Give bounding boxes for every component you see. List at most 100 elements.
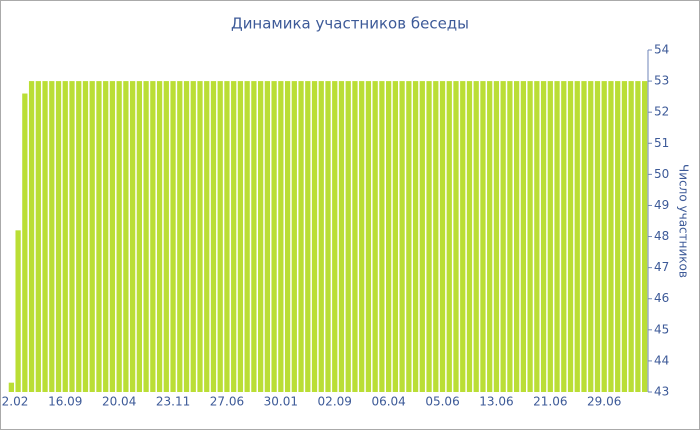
bar — [325, 81, 331, 392]
bar — [177, 81, 183, 392]
bar — [258, 81, 264, 392]
x-tick-label: 13.06 — [479, 395, 513, 409]
bar — [473, 81, 479, 392]
bar — [500, 81, 506, 392]
bar — [635, 81, 641, 392]
bar — [49, 81, 55, 392]
bar — [446, 81, 452, 392]
bar — [278, 81, 284, 392]
bar — [392, 81, 398, 392]
bar — [116, 81, 122, 392]
bar — [406, 81, 412, 392]
x-tick-label: 23.11 — [156, 395, 190, 409]
bar — [615, 81, 621, 392]
bar — [298, 81, 304, 392]
bar — [412, 81, 419, 392]
bar — [379, 81, 385, 392]
bar — [527, 81, 533, 392]
y-tick-label: 46 — [654, 291, 669, 305]
bar — [439, 81, 446, 392]
x-tick-label: 20.04 — [102, 395, 136, 409]
bar — [487, 81, 493, 392]
bar — [42, 81, 48, 392]
bar — [251, 81, 257, 392]
bar — [210, 81, 217, 392]
y-tick-label: 49 — [654, 198, 669, 212]
bar — [291, 81, 297, 392]
bar — [338, 81, 345, 392]
bar — [352, 81, 358, 392]
bar — [163, 81, 169, 392]
bar — [359, 81, 365, 392]
bar — [567, 81, 574, 392]
bar — [15, 230, 21, 392]
bar — [69, 81, 75, 392]
y-tick-label: 44 — [654, 353, 669, 367]
bar — [35, 81, 41, 392]
bar — [109, 81, 116, 392]
x-tick-label: 02.09 — [318, 395, 352, 409]
bar — [399, 81, 405, 392]
x-tick-label: 27.06 — [210, 395, 244, 409]
x-tick-label: 06.04 — [371, 395, 405, 409]
x-tick-label: 16.09 — [48, 395, 82, 409]
bar — [507, 81, 513, 392]
bar — [453, 81, 459, 392]
bar — [426, 81, 432, 392]
bar — [332, 81, 338, 392]
bar — [372, 81, 378, 392]
bar — [480, 81, 486, 392]
y-tick-label: 52 — [654, 105, 669, 119]
bar — [520, 81, 526, 392]
bar — [561, 81, 567, 392]
bar — [305, 81, 311, 392]
bar — [554, 81, 560, 392]
bar — [284, 81, 291, 392]
bar — [493, 81, 500, 392]
bar — [419, 81, 425, 392]
bar — [608, 81, 614, 392]
x-tick-label: 21.06 — [533, 395, 567, 409]
bar — [534, 81, 540, 392]
bar — [581, 81, 587, 392]
y-axis-title: Число участников — [677, 164, 691, 278]
bar — [318, 81, 324, 392]
bar — [150, 81, 156, 392]
bar — [271, 81, 277, 392]
y-tick-label: 53 — [654, 74, 669, 88]
bar — [540, 81, 547, 392]
bar — [231, 81, 237, 392]
y-tick-label: 47 — [654, 260, 669, 274]
x-tick-label: 29.06 — [587, 395, 621, 409]
bar — [594, 81, 601, 392]
bar — [237, 81, 244, 392]
bar — [89, 81, 95, 392]
y-tick-label: 51 — [654, 136, 669, 150]
bar — [345, 81, 351, 392]
bar — [76, 81, 82, 392]
x-tick-label: 2.02 — [2, 395, 29, 409]
bar — [574, 81, 580, 392]
bar — [460, 81, 466, 392]
bar — [62, 81, 68, 392]
bar — [386, 81, 392, 392]
bar — [588, 81, 594, 392]
bar — [601, 81, 607, 392]
bar — [621, 81, 628, 392]
bar — [143, 81, 149, 392]
bar — [514, 81, 520, 392]
bar — [130, 81, 136, 392]
y-tick-label: 50 — [654, 167, 669, 181]
bar — [197, 81, 203, 392]
bar — [136, 81, 142, 392]
x-tick-label: 05.06 — [425, 395, 459, 409]
bar — [433, 81, 439, 392]
bar — [628, 81, 634, 392]
bar — [22, 93, 28, 392]
bar — [28, 81, 35, 392]
bar — [224, 81, 230, 392]
bar — [123, 81, 129, 392]
bar — [244, 81, 250, 392]
bar — [190, 81, 196, 392]
